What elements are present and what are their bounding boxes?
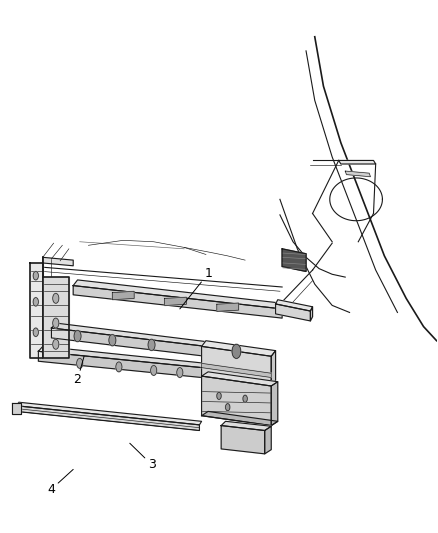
Circle shape (243, 395, 247, 402)
Polygon shape (282, 249, 306, 271)
Circle shape (226, 403, 230, 411)
Polygon shape (73, 286, 282, 318)
Circle shape (151, 366, 157, 375)
Text: 3: 3 (130, 443, 155, 471)
Circle shape (33, 328, 39, 336)
Circle shape (53, 318, 59, 328)
Circle shape (232, 344, 241, 358)
Polygon shape (276, 304, 311, 321)
Circle shape (33, 297, 39, 306)
Circle shape (148, 339, 155, 351)
Polygon shape (265, 426, 271, 454)
Polygon shape (17, 406, 199, 431)
Polygon shape (217, 303, 239, 311)
Polygon shape (73, 280, 289, 309)
Polygon shape (271, 382, 278, 425)
Polygon shape (30, 263, 43, 358)
Text: 1: 1 (180, 267, 212, 309)
Circle shape (53, 293, 59, 303)
Polygon shape (39, 346, 206, 368)
Polygon shape (43, 257, 73, 266)
Circle shape (77, 358, 83, 368)
Polygon shape (12, 403, 21, 414)
Polygon shape (345, 171, 371, 177)
Polygon shape (201, 346, 271, 386)
Polygon shape (221, 425, 265, 454)
Polygon shape (201, 372, 278, 386)
Polygon shape (113, 292, 134, 300)
Circle shape (109, 335, 116, 346)
Circle shape (33, 271, 39, 280)
Polygon shape (201, 364, 271, 377)
Polygon shape (276, 300, 313, 311)
Text: 2: 2 (74, 356, 84, 386)
Polygon shape (311, 307, 313, 321)
Polygon shape (51, 328, 206, 356)
Circle shape (74, 330, 81, 342)
Polygon shape (201, 341, 276, 356)
Polygon shape (39, 351, 201, 377)
Polygon shape (201, 376, 271, 425)
Polygon shape (165, 297, 186, 305)
Polygon shape (221, 421, 271, 431)
Circle shape (116, 362, 122, 372)
Polygon shape (201, 411, 278, 425)
Polygon shape (17, 402, 201, 425)
Circle shape (177, 368, 183, 377)
Text: 4: 4 (47, 470, 73, 496)
Polygon shape (271, 351, 276, 386)
Polygon shape (51, 323, 210, 346)
Circle shape (217, 392, 221, 399)
Polygon shape (339, 160, 376, 164)
Polygon shape (43, 277, 69, 358)
Circle shape (53, 340, 59, 349)
